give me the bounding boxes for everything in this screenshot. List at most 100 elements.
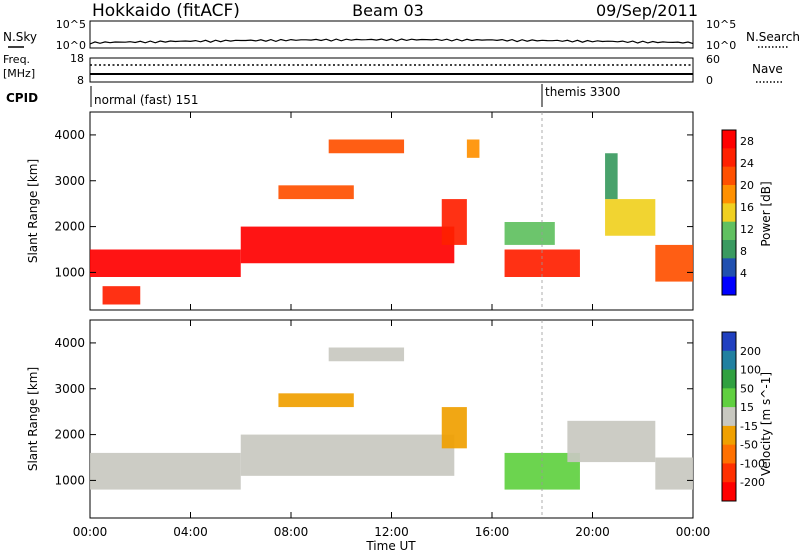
colorbar-tick-label: -50: [740, 439, 758, 452]
heatmap-region: [655, 244, 693, 282]
y-tick-label: 3000: [54, 382, 85, 396]
noise-right-tick-top: 10^5: [706, 18, 736, 31]
colorbar-segment: [722, 350, 736, 371]
colorbar-segment: [722, 482, 736, 502]
station-title: Hokkaido (fitACF): [92, 1, 240, 21]
x-tick-label: 08:00: [274, 525, 309, 539]
velocity-colorbar-label: Velocity [m s^-1]: [759, 372, 773, 476]
freq-left-tick-top: 18: [70, 52, 84, 65]
colorbar-segment: [722, 463, 736, 483]
heatmap-region: [102, 286, 141, 305]
heatmap-region: [441, 407, 467, 449]
x-tick-label: 12:00: [374, 525, 409, 539]
cpid-mode-2: themis 3300: [545, 85, 620, 99]
colorbar-segment: [722, 444, 736, 464]
heatmap-region: [90, 452, 241, 490]
colorbar-segment: [722, 407, 736, 427]
velocity-heatmap: [90, 347, 693, 490]
noise-left-tick-top: 10^5: [56, 18, 86, 31]
x-tick-label: 00:00: [676, 525, 711, 539]
colorbar-tick-label: 4: [740, 267, 747, 280]
colorbar-segment: [722, 332, 736, 352]
x-axis-title: Time UT: [365, 539, 416, 553]
y-tick-label: 4000: [54, 128, 85, 142]
colorbar-tick-label: -100: [740, 457, 765, 470]
power-y-axis-title: Slant Range [km]: [26, 159, 40, 263]
colorbar-segment: [722, 185, 736, 204]
freq-panel-frame: [89, 57, 694, 83]
velocity-y-axis: 1000 2000 3000 4000: [54, 336, 693, 487]
colorbar-segment: [722, 258, 736, 278]
heatmap-region: [655, 457, 693, 490]
colorbar-tick-label: 200: [740, 345, 761, 358]
colorbar-frame: [721, 331, 737, 502]
colorbar-tick-label: 24: [740, 157, 754, 170]
heatmap-region: [90, 249, 241, 277]
heatmap-region: [567, 420, 656, 463]
colorbar-tick-label: 16: [740, 201, 754, 214]
colorbar-segment: [722, 221, 736, 241]
noise-left-label: N.Sky: [3, 30, 37, 44]
velocity-colorbar: 200 100 50 15 -15 -50 -100 -200: [721, 331, 765, 502]
noise-panel-frame: [89, 20, 694, 49]
colorbar-tick-label: 12: [740, 223, 754, 236]
power-y-axis: 1000 2000 3000 4000: [54, 128, 693, 279]
y-tick-label: 2000: [54, 428, 85, 442]
colorbar-segment: [722, 240, 736, 259]
colorbar-segment: [722, 388, 736, 408]
colorbar-frame: [721, 129, 737, 296]
x-tick-label: 16:00: [475, 525, 510, 539]
power-heatmap: [90, 139, 693, 305]
colorbar-segment: [722, 130, 736, 149]
cpid-label: CPID: [6, 91, 38, 105]
colorbar-tick-label: 15: [740, 401, 754, 414]
noise-trace: [89, 38, 694, 45]
x-axis: 00:00 04:00 08:00 12:00 16:00 20:00 00:00: [73, 112, 711, 539]
heatmap-region: [466, 139, 480, 158]
cpid-mode-1: normal (fast) 151: [94, 93, 198, 107]
y-tick-label: 1000: [54, 473, 85, 487]
heatmap-region: [441, 199, 467, 245]
nave-label: Nave: [752, 62, 783, 76]
heatmap-region: [278, 393, 354, 408]
y-tick-label: 1000: [54, 265, 85, 279]
x-tick-label: 20:00: [575, 525, 610, 539]
colorbar-tick-label: -15: [740, 420, 758, 433]
date-title: 09/Sep/2011: [596, 1, 698, 20]
freq-left-tick-bottom: 8: [77, 74, 84, 87]
freq-right-tick-top: 60: [706, 53, 720, 66]
colorbar-tick-label: 8: [740, 245, 747, 258]
x-tick-label: 04:00: [173, 525, 208, 539]
y-tick-label: 4000: [54, 336, 85, 350]
noise-left-tick-bottom: 10^0: [56, 39, 86, 52]
colorbar-segment: [722, 276, 736, 296]
heatmap-region: [504, 222, 555, 245]
heatmap-region: [240, 226, 455, 264]
power-colorbar-label: Power [dB]: [759, 181, 773, 246]
colorbar-segment: [722, 425, 736, 446]
noise-line: [89, 38, 694, 45]
colorbar-tick-label: 50: [740, 382, 754, 395]
noise-right-tick-bottom: 10^0: [706, 39, 736, 52]
colorbar-segment: [722, 148, 736, 168]
colorbar-tick-label: 20: [740, 179, 754, 192]
colorbar-tick-label: -200: [740, 476, 765, 489]
beam-title: Beam 03: [352, 1, 424, 20]
power-colorbar: 4 8 12 16 20 24 28: [721, 129, 754, 296]
colorbar-tick-label: 100: [740, 364, 761, 377]
colorbar-segment: [722, 203, 736, 223]
freq-left-label-2: [MHz]: [3, 67, 35, 80]
freq-right-tick-bottom: 0: [706, 74, 713, 87]
heatmap-region: [240, 434, 455, 476]
freq-left-label-1: Freq.: [3, 53, 30, 66]
colorbar-segment: [722, 166, 736, 186]
colorbar-segment: [722, 369, 736, 389]
noise-right-label: N.Search: [746, 30, 800, 44]
y-tick-label: 3000: [54, 174, 85, 188]
colorbar-tick-label: 28: [740, 135, 754, 148]
heatmap-region: [605, 199, 656, 236]
y-tick-label: 2000: [54, 220, 85, 234]
heatmap-region: [328, 139, 405, 154]
heatmap-region: [328, 347, 405, 362]
